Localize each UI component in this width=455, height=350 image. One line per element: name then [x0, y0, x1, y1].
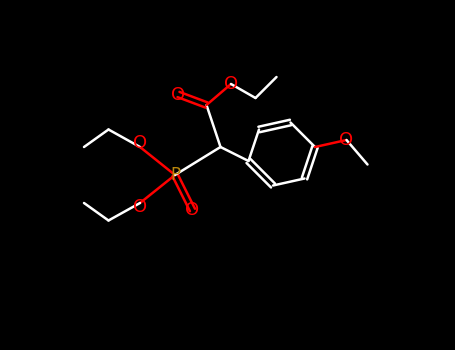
Text: O: O — [224, 75, 238, 93]
Text: O: O — [133, 134, 147, 153]
Text: O: O — [172, 85, 186, 104]
Text: O: O — [339, 131, 354, 149]
Text: O: O — [186, 201, 200, 219]
Text: P: P — [170, 166, 180, 184]
Text: O: O — [133, 197, 147, 216]
